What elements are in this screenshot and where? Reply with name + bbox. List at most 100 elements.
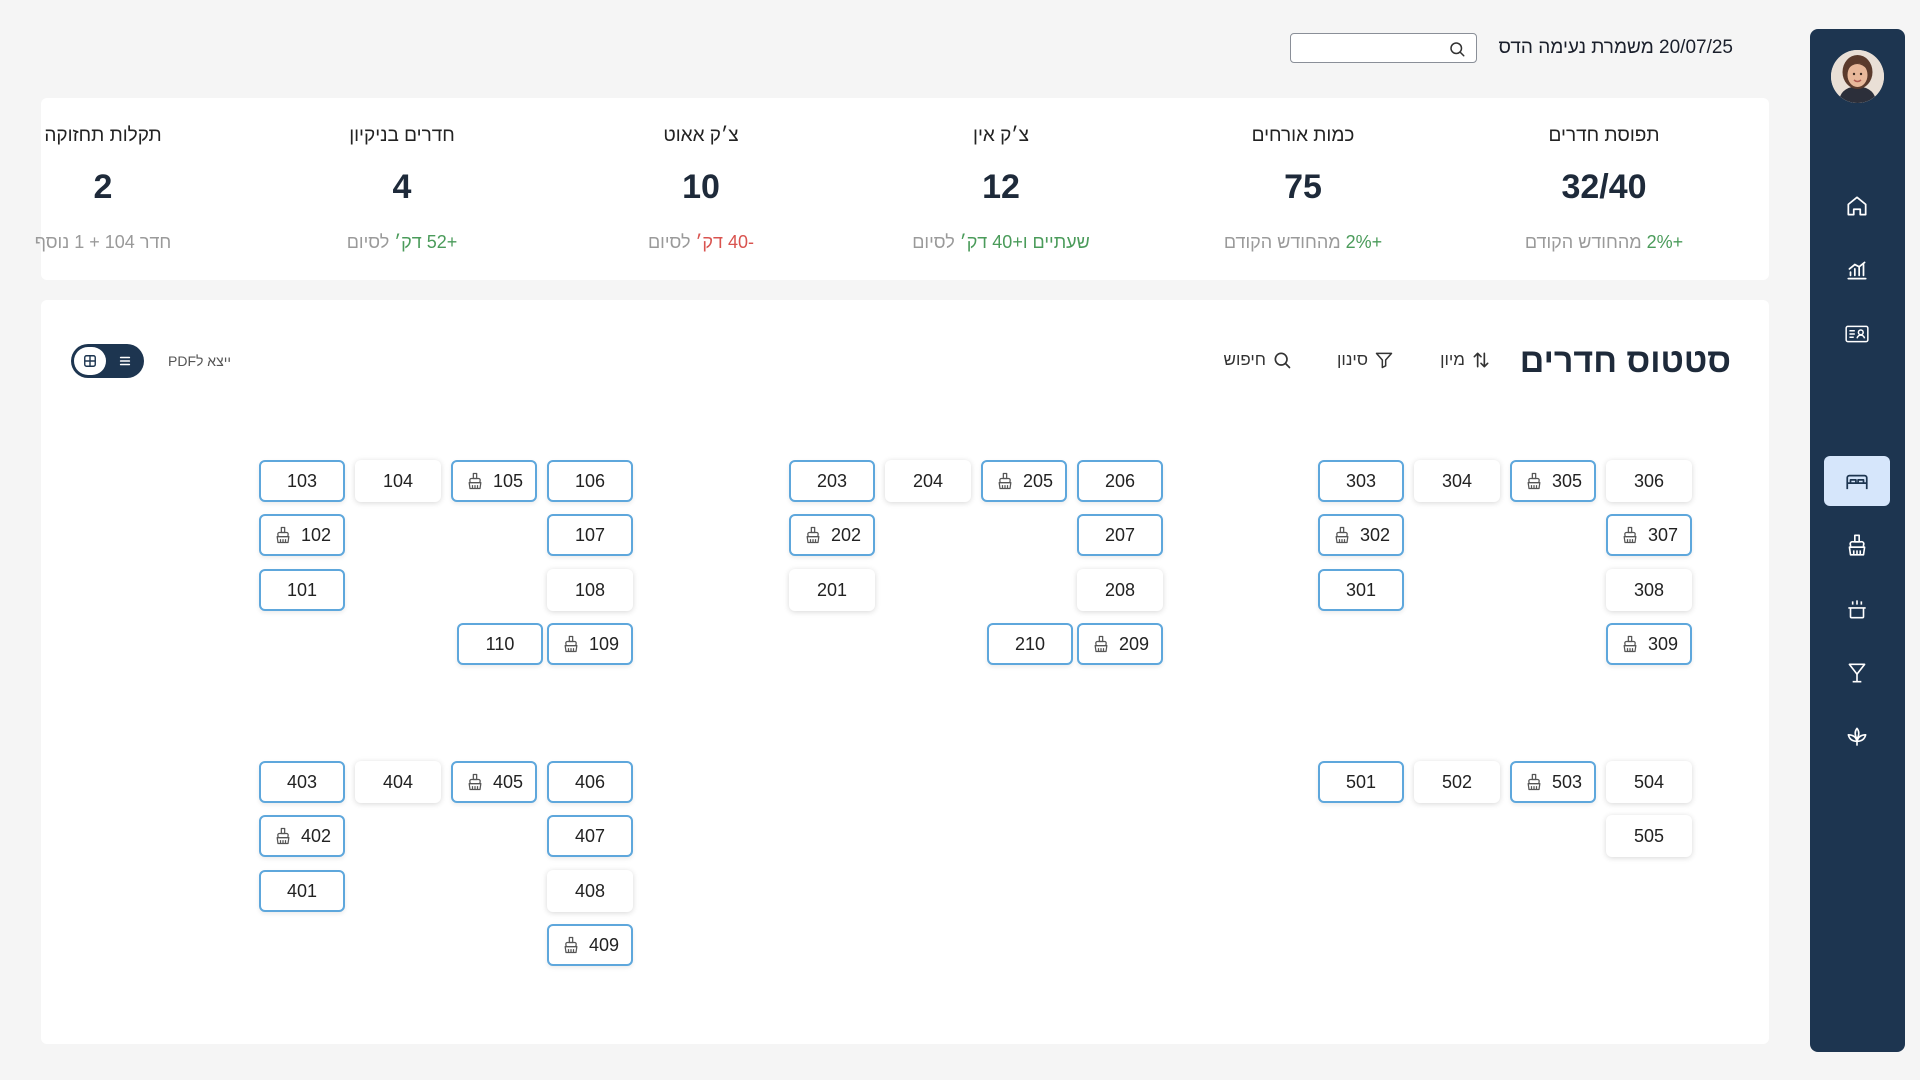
cleaning-icon — [564, 936, 578, 954]
user-avatar[interactable] — [1831, 50, 1884, 103]
room-status-panel: סטטוס חדרים מיון סינון חיפוש ייצא לPDF 1… — [41, 300, 1769, 1044]
search-input[interactable] — [1299, 34, 1449, 62]
panel-title: סטטוס חדרים — [1519, 342, 1731, 380]
room-number: 303 — [1345, 470, 1377, 491]
room-404[interactable]: 404 — [355, 761, 441, 803]
search-icon — [1274, 352, 1291, 369]
room-502[interactable]: 502 — [1414, 761, 1500, 803]
room-109[interactable]: 109 — [547, 623, 633, 665]
room-107[interactable]: 107 — [547, 514, 633, 556]
stat-note-text: מהחודש הקודם — [1524, 232, 1647, 252]
room-504[interactable]: 504 — [1606, 761, 1692, 803]
cleaning-icon — [564, 635, 578, 653]
room-number: 102 — [300, 524, 332, 545]
spa-icon — [1847, 727, 1867, 746]
nav-analytics[interactable] — [1824, 245, 1890, 295]
room-205[interactable]: 205 — [981, 460, 1067, 502]
export-pdf-button[interactable]: ייצא לPDF — [168, 353, 231, 369]
room-303[interactable]: 303 — [1318, 460, 1404, 502]
room-405[interactable]: 405 — [451, 761, 537, 803]
room-406[interactable]: 406 — [547, 761, 633, 803]
room-101[interactable]: 101 — [259, 569, 345, 611]
cleaning-icon — [1527, 472, 1541, 490]
sort-button[interactable]: מיון — [1440, 350, 1491, 370]
analytics-icon — [1847, 261, 1867, 280]
room-104[interactable]: 104 — [355, 460, 441, 502]
room-208[interactable]: 208 — [1077, 569, 1163, 611]
stat-note: +2% מהחודש הקודם — [1454, 232, 1754, 253]
room-307[interactable]: 307 — [1606, 514, 1692, 556]
room-304[interactable]: 304 — [1414, 460, 1500, 502]
home-icon — [1847, 196, 1867, 216]
room-401[interactable]: 401 — [259, 870, 345, 912]
room-number: 502 — [1441, 771, 1473, 792]
room-309[interactable]: 309 — [1606, 623, 1692, 665]
room-302[interactable]: 302 — [1318, 514, 1404, 556]
room-103[interactable]: 103 — [259, 460, 345, 502]
room-501[interactable]: 501 — [1318, 761, 1404, 803]
room-503[interactable]: 503 — [1510, 761, 1596, 803]
room-402[interactable]: 402 — [259, 815, 345, 857]
sort-icon — [1473, 352, 1489, 368]
stat-note: חדר 104 + 1 נוסף — [0, 232, 253, 253]
room-305[interactable]: 305 — [1510, 460, 1596, 502]
stat-value: 4 — [392, 168, 412, 206]
room-102[interactable]: 102 — [259, 514, 345, 556]
room-number: 208 — [1104, 579, 1136, 600]
room-204[interactable]: 204 — [885, 460, 971, 502]
grid-view-option[interactable] — [74, 347, 106, 375]
room-number: 207 — [1104, 524, 1136, 545]
room-403[interactable]: 403 — [259, 761, 345, 803]
room-408[interactable]: 408 — [547, 870, 633, 912]
room-number: 204 — [912, 470, 944, 491]
room-number: 405 — [492, 771, 524, 792]
room-number: 110 — [485, 633, 515, 654]
room-409[interactable]: 409 — [547, 924, 633, 966]
cocktail-icon — [1848, 663, 1866, 683]
nav-home[interactable] — [1824, 181, 1890, 231]
filter-button[interactable]: סינון — [1337, 350, 1394, 370]
search-button[interactable]: חיפוש — [1224, 350, 1292, 370]
room-203[interactable]: 203 — [789, 460, 875, 502]
stat-note-text: לסיום — [647, 232, 696, 252]
room-505[interactable]: 505 — [1606, 815, 1692, 857]
cleaning-icon — [1335, 526, 1349, 544]
room-110[interactable]: 110 — [457, 623, 543, 665]
room-207[interactable]: 207 — [1077, 514, 1163, 556]
global-search[interactable] — [1290, 33, 1477, 63]
room-306[interactable]: 306 — [1606, 460, 1692, 502]
cleaning-icon — [1094, 635, 1108, 653]
room-108[interactable]: 108 — [547, 569, 633, 611]
nav-bar[interactable] — [1824, 648, 1890, 698]
room-210[interactable]: 210 — [987, 623, 1073, 665]
stat-note-text: לסיום — [912, 232, 960, 252]
cleaning-icon — [998, 472, 1012, 490]
nav-kitchen[interactable] — [1824, 584, 1890, 634]
nav-cleaning[interactable] — [1824, 520, 1890, 570]
view-toggle[interactable] — [71, 344, 144, 378]
grid-icon — [84, 355, 96, 367]
nav-rooms[interactable] — [1824, 456, 1890, 506]
stat-note-highlight: +2% — [1646, 232, 1684, 252]
room-201[interactable]: 201 — [789, 569, 875, 611]
list-view-option[interactable] — [109, 347, 141, 375]
room-number: 203 — [816, 470, 848, 491]
search-label: חיפוש — [1223, 350, 1266, 369]
nav-spa[interactable] — [1824, 712, 1890, 762]
room-407[interactable]: 407 — [547, 815, 633, 857]
room-number: 308 — [1633, 579, 1665, 600]
room-301[interactable]: 301 — [1318, 569, 1404, 611]
room-202[interactable]: 202 — [789, 514, 875, 556]
nav-guests[interactable] — [1824, 309, 1890, 359]
room-number: 401 — [286, 880, 318, 901]
cleaning-icon — [1848, 534, 1866, 556]
room-105[interactable]: 105 — [451, 460, 537, 502]
room-206[interactable]: 206 — [1077, 460, 1163, 502]
stat-room-occupancy: תפוסת חדרים 32/40 +2% מהחודש הקודם — [1454, 98, 1754, 280]
cleaning-icon — [468, 773, 482, 791]
filter-icon — [1375, 352, 1393, 369]
room-106[interactable]: 106 — [547, 460, 633, 502]
stat-rooms-cleaning: חדרים בניקיון 4 +52 דק׳ לסיום — [252, 98, 552, 280]
room-209[interactable]: 209 — [1077, 623, 1163, 665]
room-308[interactable]: 308 — [1606, 569, 1692, 611]
